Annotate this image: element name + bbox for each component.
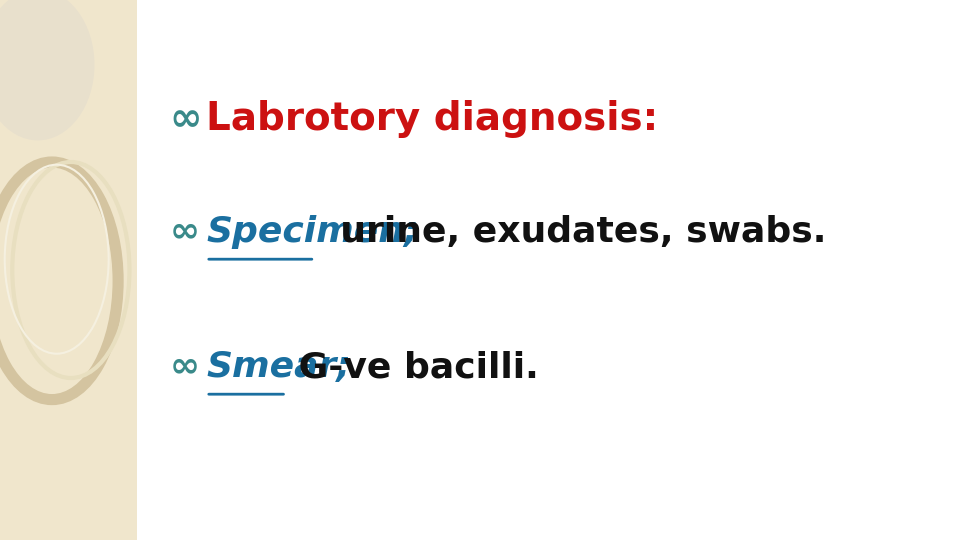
- Text: Labrotory diagnosis:: Labrotory diagnosis:: [206, 100, 659, 138]
- Text: ∞: ∞: [170, 100, 216, 138]
- Text: urine, exudates, swabs.: urine, exudates, swabs.: [315, 215, 826, 249]
- Bar: [137, 0, 945, 540]
- Text: ∞: ∞: [170, 215, 213, 249]
- Text: G-ve bacilli.: G-ve bacilli.: [286, 350, 540, 384]
- Text: Smear;: Smear;: [206, 350, 350, 384]
- Bar: [0, 0, 137, 540]
- Text: ∞: ∞: [170, 350, 213, 384]
- Text: Specimen;: Specimen;: [206, 215, 419, 249]
- Ellipse shape: [0, 0, 94, 140]
